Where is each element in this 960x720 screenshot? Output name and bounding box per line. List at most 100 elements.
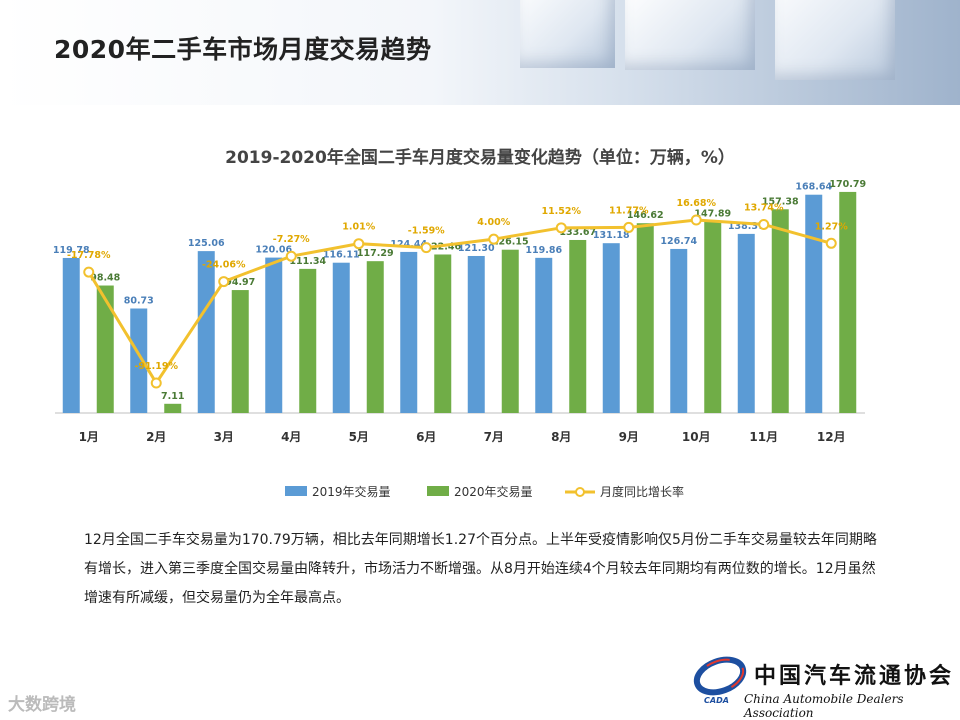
x-tick-label: 9月 [619,430,639,444]
bar-2020 [231,290,249,413]
bar-2020 [96,285,114,413]
growth-rate-point [758,218,770,230]
logo-abbreviation: CADA [704,696,729,705]
growth-rate-point [488,233,500,245]
growth-rate-point [690,214,702,226]
x-tick-label: 1月 [79,430,99,444]
bar-2020 [164,403,182,413]
bar-2020-label: 94.97 [225,277,255,288]
bar-2020 [569,239,587,413]
bar-2019 [400,251,418,413]
x-tick-label: 12月 [817,430,846,444]
bar-2019 [737,233,755,413]
growth-rate-point [420,242,432,254]
bar-2020-label: 7.11 [161,391,184,402]
bar-2019-label: 119.86 [525,245,562,256]
bar-2020 [366,261,384,413]
description-text: 12月全国二手车交易量为170.79万辆，相比去年同期增长1.27个百分点。上半… [84,532,877,606]
chart: 119.78 98.48 1月 80.73 7.11 2月 125.06 94.97 3月 120… [53,179,866,499]
x-tick-label: 10月 [682,430,711,444]
bar-2019-label: 121.30 [458,243,495,254]
x-tick-label: 11月 [749,430,778,444]
growth-rate-label: -1.59% [408,226,445,237]
logo-name-en: China Automobile Dealers Association [744,692,904,720]
decorative-cube [520,0,615,68]
bar-2019-label: 125.06 [188,238,225,249]
watermark: 大数跨境 [8,695,76,715]
bar-2020 [704,221,722,413]
growth-rate-point [83,266,95,278]
bar-2020 [434,254,452,413]
bar-2020-label: 146.62 [627,210,664,221]
growth-rate-point [623,221,635,233]
bar-2020-label: 111.34 [289,256,326,267]
bar-2019-label: 124.44 [390,239,427,250]
bar-2019-label: 116.11 [323,250,360,261]
logo-name-cn: 中国汽车流通协会 [754,663,955,689]
bar-2020 [771,209,789,413]
x-tick-label: 5月 [349,430,369,444]
growth-rate-point [555,222,567,234]
growth-rate-point [218,276,230,288]
header-banner: 2020年二手车市场月度交易趋势 [0,0,960,105]
growth-rate-point [825,237,837,249]
bar-2019-label: 80.73 [124,295,154,306]
legend-label-rate: 月度同比增长率 [600,484,684,499]
growth-rate-label: 13.74% [744,202,784,213]
bar-2019-label: 138.37 [728,221,765,232]
growth-rate-point [150,377,162,389]
growth-rate-point [353,238,365,250]
cada-emblem-icon [693,656,747,696]
x-tick-label: 6月 [416,430,436,444]
bar-2020 [299,268,317,413]
growth-rate-point [285,250,297,262]
growth-rate-label: 11.52% [541,206,581,217]
bar-2019 [602,243,620,413]
bar-2020 [839,191,857,413]
growth-rate-label: 1.27% [815,221,848,232]
x-tick-label: 3月 [214,430,234,444]
bar-2020-label: 98.48 [90,273,120,284]
legend-swatch-2020 [427,486,449,496]
growth-rate-label: -17.78% [67,250,111,261]
bar-2019 [805,194,823,413]
page-title: 2020年二手车市场月度交易趋势 [54,35,432,64]
bar-2019-label: 131.18 [593,230,630,241]
bar-2020 [501,249,519,413]
chart-title: 2019-2020年全国二手车月度交易量变化趋势（单位：万辆，%） [225,148,735,168]
growth-rate-label: 16.68% [676,198,716,209]
bar-2019 [467,255,485,413]
bar-2020-label: 147.89 [694,209,731,220]
bar-2020-label: 170.79 [829,179,866,190]
bar-2019 [130,308,148,413]
legend-swatch-rate-dot [575,487,585,497]
bar-2019-label: 119.78 [53,245,90,256]
decorative-cube [775,0,895,80]
growth-rate-label: -7.27% [273,234,310,245]
bar-2019 [265,257,283,413]
legend-label-2019: 2019年交易量 [312,484,391,499]
bar-2019-label: 168.64 [795,182,832,193]
growth-rate-label: 4.00% [477,217,510,228]
bar-2020-label: 157.38 [762,196,799,207]
growth-rate-label: 11.77% [609,205,649,216]
x-tick-label: 2月 [146,430,166,444]
legend-swatch-2019 [285,486,307,496]
bar-2019 [535,257,553,413]
bar-2020-label: 126.15 [492,237,529,248]
bar-2019 [62,257,80,413]
growth-rate-label: 1.01% [342,222,375,233]
bar-2019 [332,262,350,413]
bar-2019 [197,251,215,413]
growth-rate-label: -91.19% [134,361,178,372]
x-tick-label: 8月 [551,430,571,444]
x-tick-label: 7月 [484,430,504,444]
growth-rate-label: -24.06% [202,260,246,271]
bar-2020-label: 117.29 [357,248,394,259]
growth-rate-line [87,218,832,386]
x-tick-label: 4月 [281,430,301,444]
bar-2020 [636,223,654,413]
bar-2019-label: 126.74 [660,236,697,247]
cada-logo: CADA 中国汽车流通协会 China Automobile Dealers A… [690,654,955,720]
bar-2019 [670,248,688,413]
